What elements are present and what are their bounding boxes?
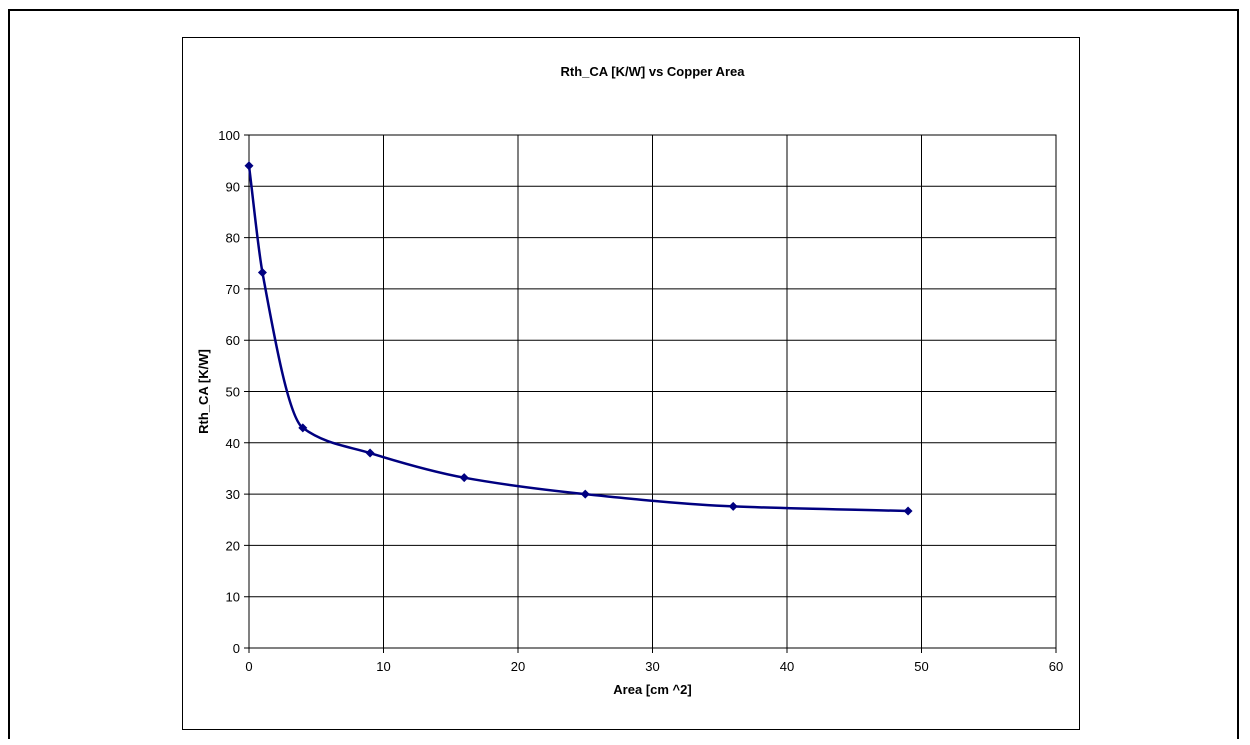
data-point bbox=[298, 423, 308, 433]
x-tick-label: 40 bbox=[780, 659, 794, 674]
y-tick-label: 30 bbox=[226, 487, 240, 502]
data-point bbox=[365, 448, 375, 458]
x-tick-label: 30 bbox=[645, 659, 659, 674]
x-tick-label: 50 bbox=[914, 659, 928, 674]
x-tick-label: 10 bbox=[376, 659, 390, 674]
y-tick-label: 20 bbox=[226, 538, 240, 553]
y-tick-label: 80 bbox=[226, 231, 240, 246]
data-point bbox=[459, 473, 469, 483]
grid bbox=[244, 134, 1057, 653]
page-frame bbox=[8, 9, 1239, 739]
data-point bbox=[257, 267, 267, 277]
tick-labels: 0 10 20 30 40 50 60 70 80 90 100 0 10 20 30 40 50 60 bbox=[218, 128, 1063, 674]
y-tick-label: 70 bbox=[226, 282, 240, 297]
chart-svg: Rth_CA [K/W] vs Copper Area 0 10 20 30 40 50 6… bbox=[196, 64, 1063, 697]
data-markers bbox=[244, 161, 913, 516]
x-tick-label: 20 bbox=[511, 659, 525, 674]
y-tick-label: 10 bbox=[226, 590, 240, 605]
chart-title: Rth_CA [K/W] vs Copper Area bbox=[561, 64, 746, 79]
series-line bbox=[247, 165, 909, 513]
data-point bbox=[244, 161, 254, 171]
data-point bbox=[728, 501, 738, 511]
y-tick-label: 0 bbox=[233, 641, 240, 656]
chart-area: Rth_CA [K/W] vs Copper Area 0 10 20 30 40 50 6… bbox=[182, 37, 1080, 730]
y-tick-label: 60 bbox=[226, 333, 240, 348]
y-tick-label: 40 bbox=[226, 436, 240, 451]
y-tick-label: 100 bbox=[218, 128, 240, 143]
x-tick-label: 0 bbox=[245, 659, 252, 674]
data-point bbox=[903, 506, 913, 516]
y-tick-label: 50 bbox=[226, 385, 240, 400]
y-tick-label: 90 bbox=[226, 179, 240, 194]
x-tick-label: 60 bbox=[1049, 659, 1063, 674]
data-point bbox=[580, 489, 590, 499]
x-axis-label: Area [cm ^2] bbox=[613, 682, 691, 697]
y-axis-label: Rth_CA [K/W] bbox=[196, 349, 211, 434]
plot-area bbox=[248, 134, 1057, 649]
